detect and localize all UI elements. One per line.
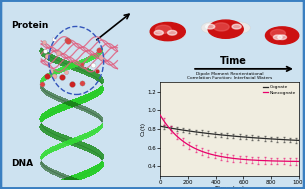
Cognate xyxy=(159,125,163,127)
Point xyxy=(43,50,48,53)
Circle shape xyxy=(271,29,285,37)
Circle shape xyxy=(273,35,282,40)
Point xyxy=(98,55,103,58)
Point xyxy=(66,40,71,43)
Noncognate xyxy=(243,158,247,161)
Point xyxy=(45,74,50,77)
Point xyxy=(55,51,60,54)
Text: DNA: DNA xyxy=(11,159,33,168)
Circle shape xyxy=(208,20,243,38)
Circle shape xyxy=(206,24,215,29)
Line: Cognate: Cognate xyxy=(160,126,299,140)
Cognate xyxy=(297,139,301,142)
Title: Dipole Moment Reorientational
Correlation Function: Interfacial Waters: Dipole Moment Reorientational Correlatio… xyxy=(187,72,272,81)
Point xyxy=(97,48,102,51)
Cognate xyxy=(158,125,162,127)
Cognate xyxy=(241,136,245,138)
Circle shape xyxy=(167,30,177,35)
Circle shape xyxy=(278,35,286,40)
Point xyxy=(39,82,44,85)
Circle shape xyxy=(150,22,185,41)
X-axis label: Time (ps): Time (ps) xyxy=(215,186,244,189)
Circle shape xyxy=(232,24,241,29)
Point xyxy=(64,39,69,42)
Noncognate xyxy=(158,114,162,116)
Circle shape xyxy=(269,33,291,44)
Circle shape xyxy=(228,22,250,34)
Point xyxy=(91,64,95,67)
Circle shape xyxy=(274,33,295,44)
Circle shape xyxy=(201,22,224,34)
Point xyxy=(51,75,56,78)
Point xyxy=(41,41,46,44)
Cognate xyxy=(284,139,288,141)
Point xyxy=(80,63,84,66)
Circle shape xyxy=(265,27,299,44)
Point xyxy=(79,81,84,84)
Legend: Cognate, Noncognate: Cognate, Noncognate xyxy=(262,84,297,96)
Point xyxy=(70,83,74,86)
Point xyxy=(45,54,50,57)
Noncognate xyxy=(241,158,245,160)
Text: Time: Time xyxy=(220,56,247,66)
Cognate xyxy=(240,136,244,138)
Point xyxy=(94,69,99,72)
Point xyxy=(63,70,68,73)
Line: Noncognate: Noncognate xyxy=(160,115,299,161)
Noncognate xyxy=(240,158,244,160)
Circle shape xyxy=(214,23,229,31)
Noncognate xyxy=(284,160,288,162)
Noncognate xyxy=(275,160,279,162)
Noncognate xyxy=(297,160,301,163)
Circle shape xyxy=(150,28,173,40)
Cognate xyxy=(243,136,247,138)
Point xyxy=(52,38,56,41)
Circle shape xyxy=(163,28,186,40)
Text: Protein: Protein xyxy=(11,21,48,30)
Circle shape xyxy=(156,25,171,33)
Circle shape xyxy=(154,30,163,35)
Y-axis label: C₁(t): C₁(t) xyxy=(141,122,146,136)
Noncognate xyxy=(159,115,163,117)
Cognate xyxy=(275,138,279,140)
Point xyxy=(48,70,53,73)
Point xyxy=(59,76,64,79)
